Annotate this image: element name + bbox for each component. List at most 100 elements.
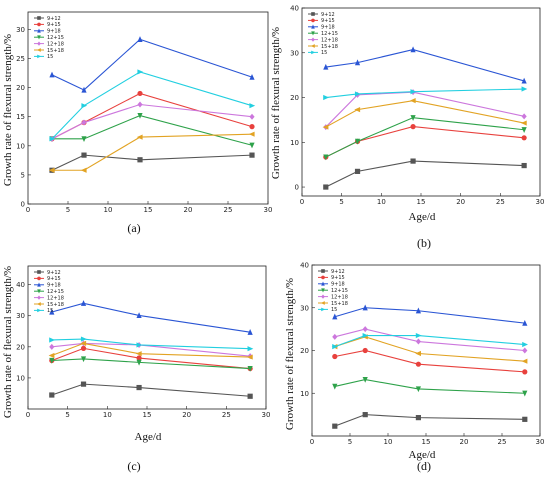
data-point [332, 344, 338, 350]
legend-marker [320, 301, 325, 305]
y-tick-label: 40 [290, 5, 299, 13]
x-tick-label: 20 [182, 411, 191, 419]
data-point [362, 332, 369, 339]
legend-label: 15 [47, 308, 53, 314]
data-point [323, 94, 329, 101]
data-point [332, 353, 338, 360]
y-axis-label: Growth rate of flexural strength/% [2, 266, 14, 418]
series-12+15 [323, 115, 527, 161]
series-9+15 [323, 124, 527, 160]
data-point [247, 329, 253, 335]
series-15+18 [322, 98, 527, 130]
data-point [136, 384, 142, 391]
legend-marker [36, 48, 41, 52]
legend-label: 15 [321, 50, 327, 56]
data-point [522, 319, 528, 326]
chart-panel-4: 0 5 10 15 20 25 30 10 20 30 40 Growth rate of flexu… [284, 262, 544, 474]
data-point [80, 167, 87, 173]
data-point [521, 127, 527, 133]
x-tick-label: 0 [310, 438, 314, 446]
legend-label: 9+15 [47, 276, 61, 282]
legend-marker [37, 289, 41, 294]
series-line [51, 342, 251, 358]
data-point [48, 167, 55, 173]
series-15+18 [331, 334, 528, 364]
series-line [51, 347, 251, 370]
series-12+18 [332, 326, 528, 354]
legend-marker [311, 37, 315, 42]
data-point [415, 415, 421, 421]
x-tick-label: 20 [456, 198, 465, 206]
panel-label: (d) [417, 459, 431, 473]
legend-label: 9+12 [47, 270, 61, 276]
data-point [249, 73, 255, 80]
x-tick-label: 5 [348, 438, 352, 446]
y-tick-label: 30 [300, 304, 309, 312]
data-point [354, 91, 361, 97]
data-point [137, 90, 143, 97]
y-tick-label: 20 [16, 343, 25, 351]
data-point [410, 124, 416, 130]
series-9+18 [49, 300, 253, 335]
data-point [80, 345, 87, 351]
legend-marker [311, 50, 316, 55]
series-line [51, 92, 253, 140]
series-line [51, 103, 253, 140]
legend-label: 15+18 [321, 44, 338, 50]
x-tick-label: 25 [496, 198, 505, 206]
data-point [332, 333, 338, 340]
x-tick-label: 10 [103, 411, 112, 419]
series-line [51, 38, 253, 91]
data-point [521, 77, 527, 84]
data-point [521, 86, 528, 92]
y-tick-label: 40 [300, 262, 309, 270]
legend-marker [37, 28, 41, 33]
series-line [334, 336, 525, 362]
legend-label: 15 [331, 307, 337, 313]
data-point [323, 63, 329, 70]
legend-marker [321, 281, 325, 286]
data-point [80, 336, 87, 342]
data-point [409, 98, 416, 104]
y-axis-label: Growth rate of flexural strength/% [270, 27, 282, 179]
legend-label: 15+18 [47, 48, 64, 54]
series-line [325, 88, 525, 99]
data-point [49, 392, 55, 398]
data-point [354, 59, 361, 66]
series-line [52, 114, 253, 146]
series-line [325, 49, 525, 82]
series-15+18 [48, 131, 255, 173]
legend-label: 12+18 [331, 294, 348, 300]
series-12+15 [332, 376, 528, 397]
x-axis-label: Age/d [409, 211, 436, 223]
plot-frame [27, 11, 269, 205]
legend-marker [37, 282, 41, 287]
y-tick-label: 10 [16, 142, 25, 150]
data-point [522, 416, 528, 422]
x-axis-label: Age/d [135, 431, 162, 443]
panel-label: (b) [417, 236, 431, 250]
data-point [246, 354, 253, 360]
data-point [522, 369, 528, 375]
x-tick-label: 5 [339, 198, 343, 206]
data-point [354, 168, 361, 174]
data-point [332, 313, 338, 320]
series-line [334, 334, 525, 348]
data-point [520, 120, 527, 126]
data-point [81, 152, 87, 158]
data-point [137, 101, 143, 108]
y-tick-label: 25 [16, 55, 25, 63]
legend-label: 9+15 [331, 275, 345, 281]
legend-label: 12+15 [321, 31, 338, 37]
data-point [247, 365, 253, 372]
series-line [51, 71, 253, 140]
data-point [322, 124, 329, 130]
data-point [81, 136, 87, 143]
data-point [136, 312, 142, 319]
data-point [136, 342, 143, 348]
legend-marker [321, 269, 325, 273]
legend-label: 9+15 [321, 18, 335, 24]
